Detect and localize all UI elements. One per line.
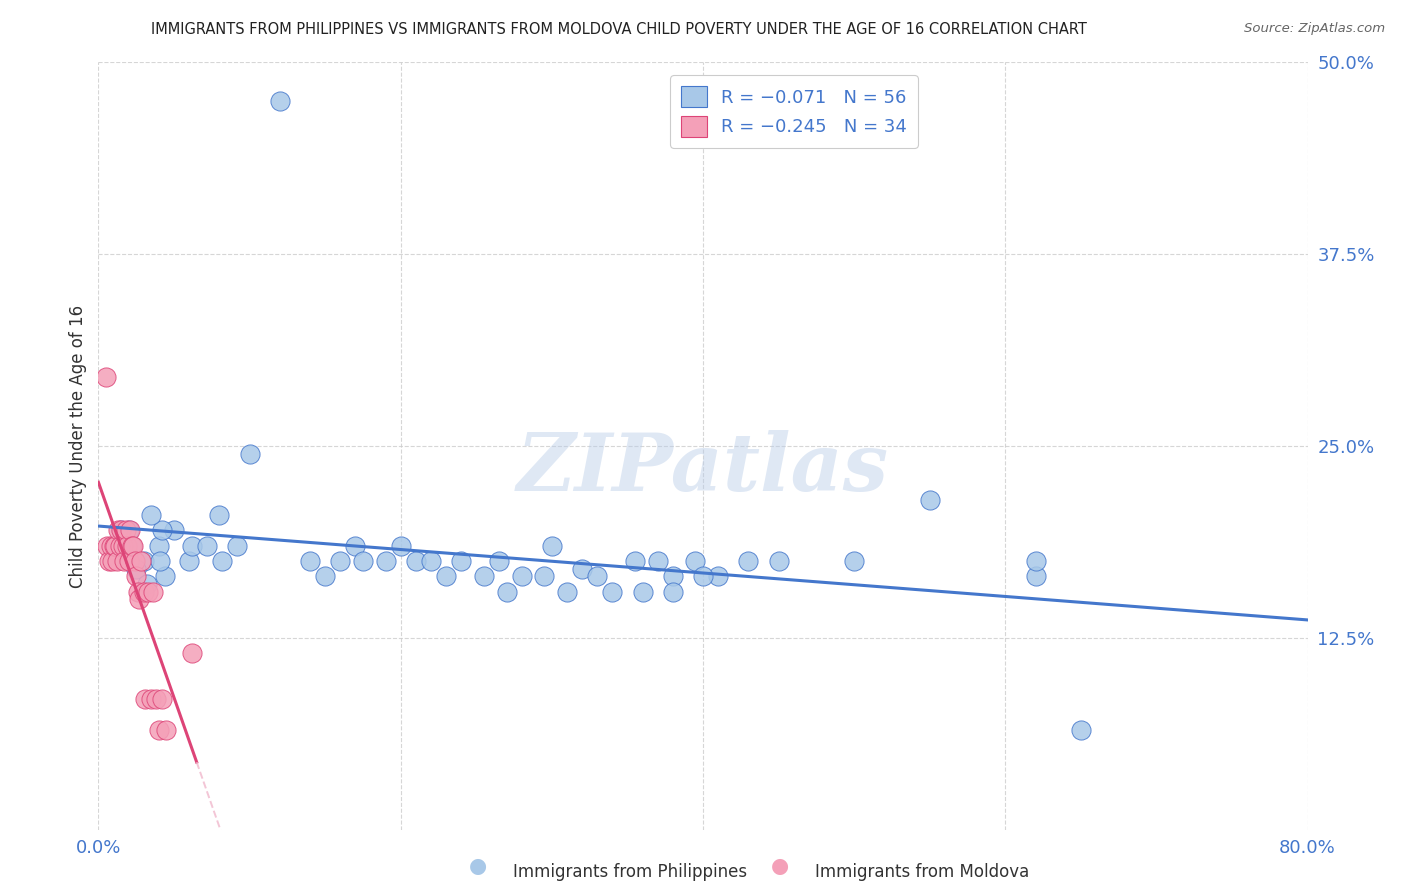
Point <box>1024 554 1046 568</box>
Point <box>179 554 201 568</box>
Point <box>374 554 396 568</box>
Point <box>134 692 156 706</box>
Point <box>121 539 143 553</box>
Point <box>495 584 517 599</box>
Point <box>132 554 155 568</box>
Point <box>120 524 142 538</box>
Point <box>555 584 578 599</box>
Point <box>472 569 495 583</box>
Point <box>124 554 146 568</box>
Point <box>141 508 163 522</box>
Point <box>692 569 714 583</box>
Point <box>685 554 707 568</box>
Point <box>586 569 609 583</box>
Point <box>121 539 143 553</box>
Point <box>128 592 150 607</box>
Point <box>533 569 555 583</box>
Point <box>226 539 249 553</box>
Point <box>108 539 131 553</box>
Point <box>145 692 167 706</box>
Text: Immigrants from Moldova: Immigrants from Moldova <box>815 863 1029 881</box>
Point <box>352 554 374 568</box>
Point <box>148 539 170 553</box>
Point <box>125 569 148 583</box>
Y-axis label: Child Poverty Under the Age of 16: Child Poverty Under the Age of 16 <box>69 304 87 588</box>
Point <box>105 554 128 568</box>
Point <box>110 524 132 538</box>
Point <box>118 554 141 568</box>
Point <box>1070 723 1092 737</box>
Point <box>114 524 136 538</box>
Text: IMMIGRANTS FROM PHILIPPINES VS IMMIGRANTS FROM MOLDOVA CHILD POVERTY UNDER THE A: IMMIGRANTS FROM PHILIPPINES VS IMMIGRANT… <box>150 22 1087 37</box>
Text: ●: ● <box>772 856 789 876</box>
Point <box>148 723 170 737</box>
Point <box>111 539 134 553</box>
Point <box>163 524 186 538</box>
Point <box>112 554 135 568</box>
Point <box>101 554 124 568</box>
Point <box>314 569 336 583</box>
Point <box>405 554 427 568</box>
Point <box>155 723 177 737</box>
Point <box>127 584 149 599</box>
Point <box>107 524 129 538</box>
Point <box>150 524 173 538</box>
Point <box>125 562 148 576</box>
Point <box>239 447 262 461</box>
Point <box>389 539 412 553</box>
Point <box>195 539 218 553</box>
Point <box>115 539 138 553</box>
Point <box>344 539 367 553</box>
Point <box>434 569 457 583</box>
Point <box>149 554 172 568</box>
Point <box>918 492 941 507</box>
Point <box>269 94 291 108</box>
Point <box>488 554 510 568</box>
Point <box>624 554 647 568</box>
Point <box>329 554 352 568</box>
Legend: R = −0.071   N = 56, R = −0.245   N = 34: R = −0.071 N = 56, R = −0.245 N = 34 <box>671 75 918 148</box>
Point <box>602 584 624 599</box>
Point <box>181 539 204 553</box>
Point <box>141 692 163 706</box>
Point <box>136 584 159 599</box>
Text: Source: ZipAtlas.com: Source: ZipAtlas.com <box>1244 22 1385 36</box>
Point <box>142 584 165 599</box>
Point <box>540 539 562 553</box>
Point <box>299 554 322 568</box>
Point <box>211 554 233 568</box>
Point <box>1024 569 1046 583</box>
Point <box>110 524 132 538</box>
Point <box>647 554 669 568</box>
Text: Immigrants from Philippines: Immigrants from Philippines <box>513 863 748 881</box>
Point <box>661 584 683 599</box>
Point <box>104 539 127 553</box>
Point <box>571 562 593 576</box>
Point <box>94 370 117 384</box>
Point <box>96 539 118 553</box>
Text: ZIPatlas: ZIPatlas <box>517 430 889 508</box>
Point <box>153 569 176 583</box>
Point <box>707 569 730 583</box>
Point <box>118 524 141 538</box>
Point <box>129 554 152 568</box>
Point <box>420 554 443 568</box>
Point <box>132 584 155 599</box>
Point <box>208 508 231 522</box>
Point <box>844 554 866 568</box>
Text: ●: ● <box>470 856 486 876</box>
Point <box>768 554 790 568</box>
Point <box>100 539 122 553</box>
Point <box>98 554 121 568</box>
Point <box>103 539 125 553</box>
Point <box>122 539 145 553</box>
Point <box>737 554 759 568</box>
Point <box>135 577 157 591</box>
Point <box>631 584 654 599</box>
Point <box>510 569 533 583</box>
Point <box>150 692 173 706</box>
Point <box>661 569 683 583</box>
Point <box>181 646 204 660</box>
Point <box>450 554 472 568</box>
